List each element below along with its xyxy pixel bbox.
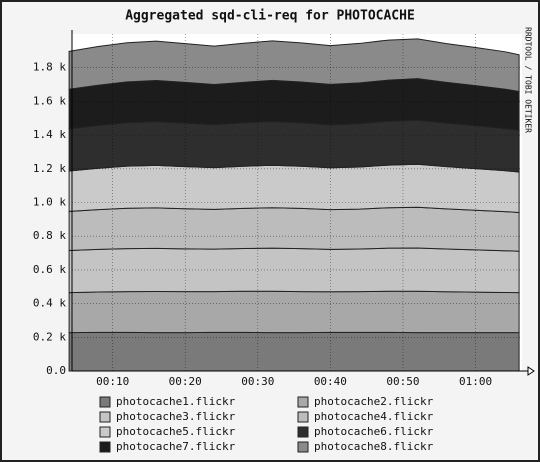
y-tick-label: 0.8 k [33,229,66,242]
area [68,78,520,131]
area [68,331,520,372]
chart-title: Aggregated sqd-cli-req for PHOTOCACHE [125,9,415,24]
x-tick-label: 00:40 [314,375,347,388]
legend-label: photocache4.flickr [314,410,434,423]
y-tick-label: 1.4 k [33,128,66,141]
x-tick-label: 00:50 [386,375,419,388]
area [68,119,520,173]
legend-swatch [99,411,111,423]
axis-arrow [527,366,535,376]
area [68,206,520,252]
area [68,290,520,334]
legend-label: photocache6.flickr [314,425,434,438]
legend-swatch [99,396,111,408]
y-tick-label: 0.6 k [33,263,66,276]
legend-swatch [297,411,309,423]
area [68,247,520,294]
x-tick-label: 00:10 [96,375,129,388]
x-tick-label: 01:00 [459,375,492,388]
legend-swatch [99,426,111,438]
area [68,163,520,213]
legend-label: photocache3.flickr [116,410,236,423]
side-label: RRDTOOL / TOBI OETIKER [524,27,533,133]
y-tick-label: 1.8 k [33,61,66,74]
area [68,38,520,93]
legend-swatch [297,441,309,453]
legend-label: photocache1.flickr [116,395,236,408]
legend-swatch [99,441,111,453]
legend-label: photocache7.flickr [116,440,236,453]
x-tick-label: 00:30 [241,375,274,388]
y-tick-label: 1.0 k [33,196,66,209]
y-tick-label: 1.2 k [33,162,66,175]
y-tick-label: 1.6 k [33,94,66,107]
y-tick-label: 0.2 k [33,330,66,343]
y-tick-label: 0.4 k [33,297,66,310]
legend-label: photocache8.flickr [314,440,434,453]
legend-swatch [297,426,309,438]
legend-label: photocache2.flickr [314,395,434,408]
legend-label: photocache5.flickr [116,425,236,438]
legend-swatch [297,396,309,408]
x-tick-label: 00:20 [169,375,202,388]
y-tick-label: 0.0 [46,364,66,377]
